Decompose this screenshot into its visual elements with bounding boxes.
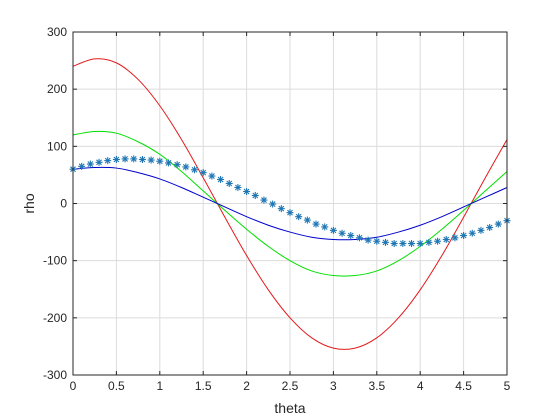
star-marker (156, 157, 164, 165)
star-marker (251, 192, 259, 199)
star-marker (260, 196, 268, 204)
y-tick-label: -200 (43, 311, 67, 325)
x-tick-label: 1.5 (195, 379, 212, 393)
star-marker (112, 155, 120, 163)
star-marker (104, 157, 112, 165)
star-marker (468, 229, 476, 237)
x-tick-label: 4.5 (455, 379, 472, 393)
star-marker (347, 232, 355, 240)
y-tick-label: 200 (47, 82, 67, 96)
star-marker (321, 223, 329, 231)
star-marker (277, 205, 285, 213)
star-marker (381, 238, 389, 246)
star-marker (364, 236, 372, 244)
star-marker (199, 169, 207, 177)
x-tick-label: 1 (156, 379, 163, 393)
star-marker (95, 158, 103, 166)
x-tick-label: 3.5 (368, 379, 385, 393)
star-marker (147, 156, 155, 164)
x-tick-label: 3 (330, 379, 337, 393)
star-marker (173, 161, 181, 169)
star-marker (416, 240, 424, 248)
star-marker (86, 160, 94, 168)
star-marker (460, 232, 468, 240)
axis-ticks (72, 31, 508, 376)
star-marker (295, 213, 303, 221)
y-axis-label: rho (21, 193, 37, 213)
y-tick-label: 100 (47, 139, 67, 153)
x-tick-label: 4 (417, 379, 424, 393)
star-marker (312, 220, 320, 228)
star-marker (217, 175, 225, 183)
star-marker (164, 159, 172, 167)
x-tick-label: 0 (70, 379, 77, 393)
series-layer (69, 58, 511, 350)
star-marker (138, 155, 146, 163)
star-marker (329, 226, 337, 234)
x-tick-labels: 0 0.5 1 1.5 2 2.5 3 3.5 4 4.5 5 (70, 379, 511, 393)
star-marker (121, 155, 129, 163)
star-marker (399, 240, 407, 248)
star-marker (78, 162, 86, 170)
star-marker (286, 209, 294, 217)
star-marker (234, 183, 242, 191)
star-marker (338, 229, 346, 237)
y-tick-label: 300 (47, 25, 67, 39)
star-marker (208, 172, 216, 180)
star-marker (442, 236, 450, 244)
x-tick-label: 2.5 (282, 379, 299, 393)
series-line-2 (72, 166, 508, 241)
star-marker (243, 188, 251, 195)
y-tick-label: -100 (43, 254, 67, 268)
series-line-1 (72, 130, 508, 277)
y-tick-label: 0 (60, 197, 67, 211)
x-tick-label: 0.5 (108, 379, 125, 393)
star-marker (390, 240, 398, 248)
star-marker (486, 224, 494, 232)
star-marker (269, 200, 277, 208)
series-line-0 (72, 58, 508, 350)
star-marker (355, 234, 363, 242)
star-marker (191, 166, 199, 174)
y-tick-labels: 300 200 100 0 -100 -200 -300 (43, 25, 67, 382)
star-marker (373, 237, 381, 245)
x-axis-label: theta (274, 400, 305, 416)
star-marker (494, 220, 502, 228)
star-marker (425, 238, 433, 246)
y-tick-label: -300 (43, 368, 67, 382)
x-tick-label: 5 (504, 379, 511, 393)
star-marker (434, 237, 442, 245)
star-marker (182, 163, 190, 171)
star-marker (451, 234, 459, 242)
star-marker (477, 226, 485, 234)
star-marker (303, 216, 311, 224)
star-marker (225, 179, 233, 187)
star-marker (408, 240, 416, 248)
x-tick-label: 2 (243, 379, 250, 393)
star-marker (130, 155, 138, 163)
